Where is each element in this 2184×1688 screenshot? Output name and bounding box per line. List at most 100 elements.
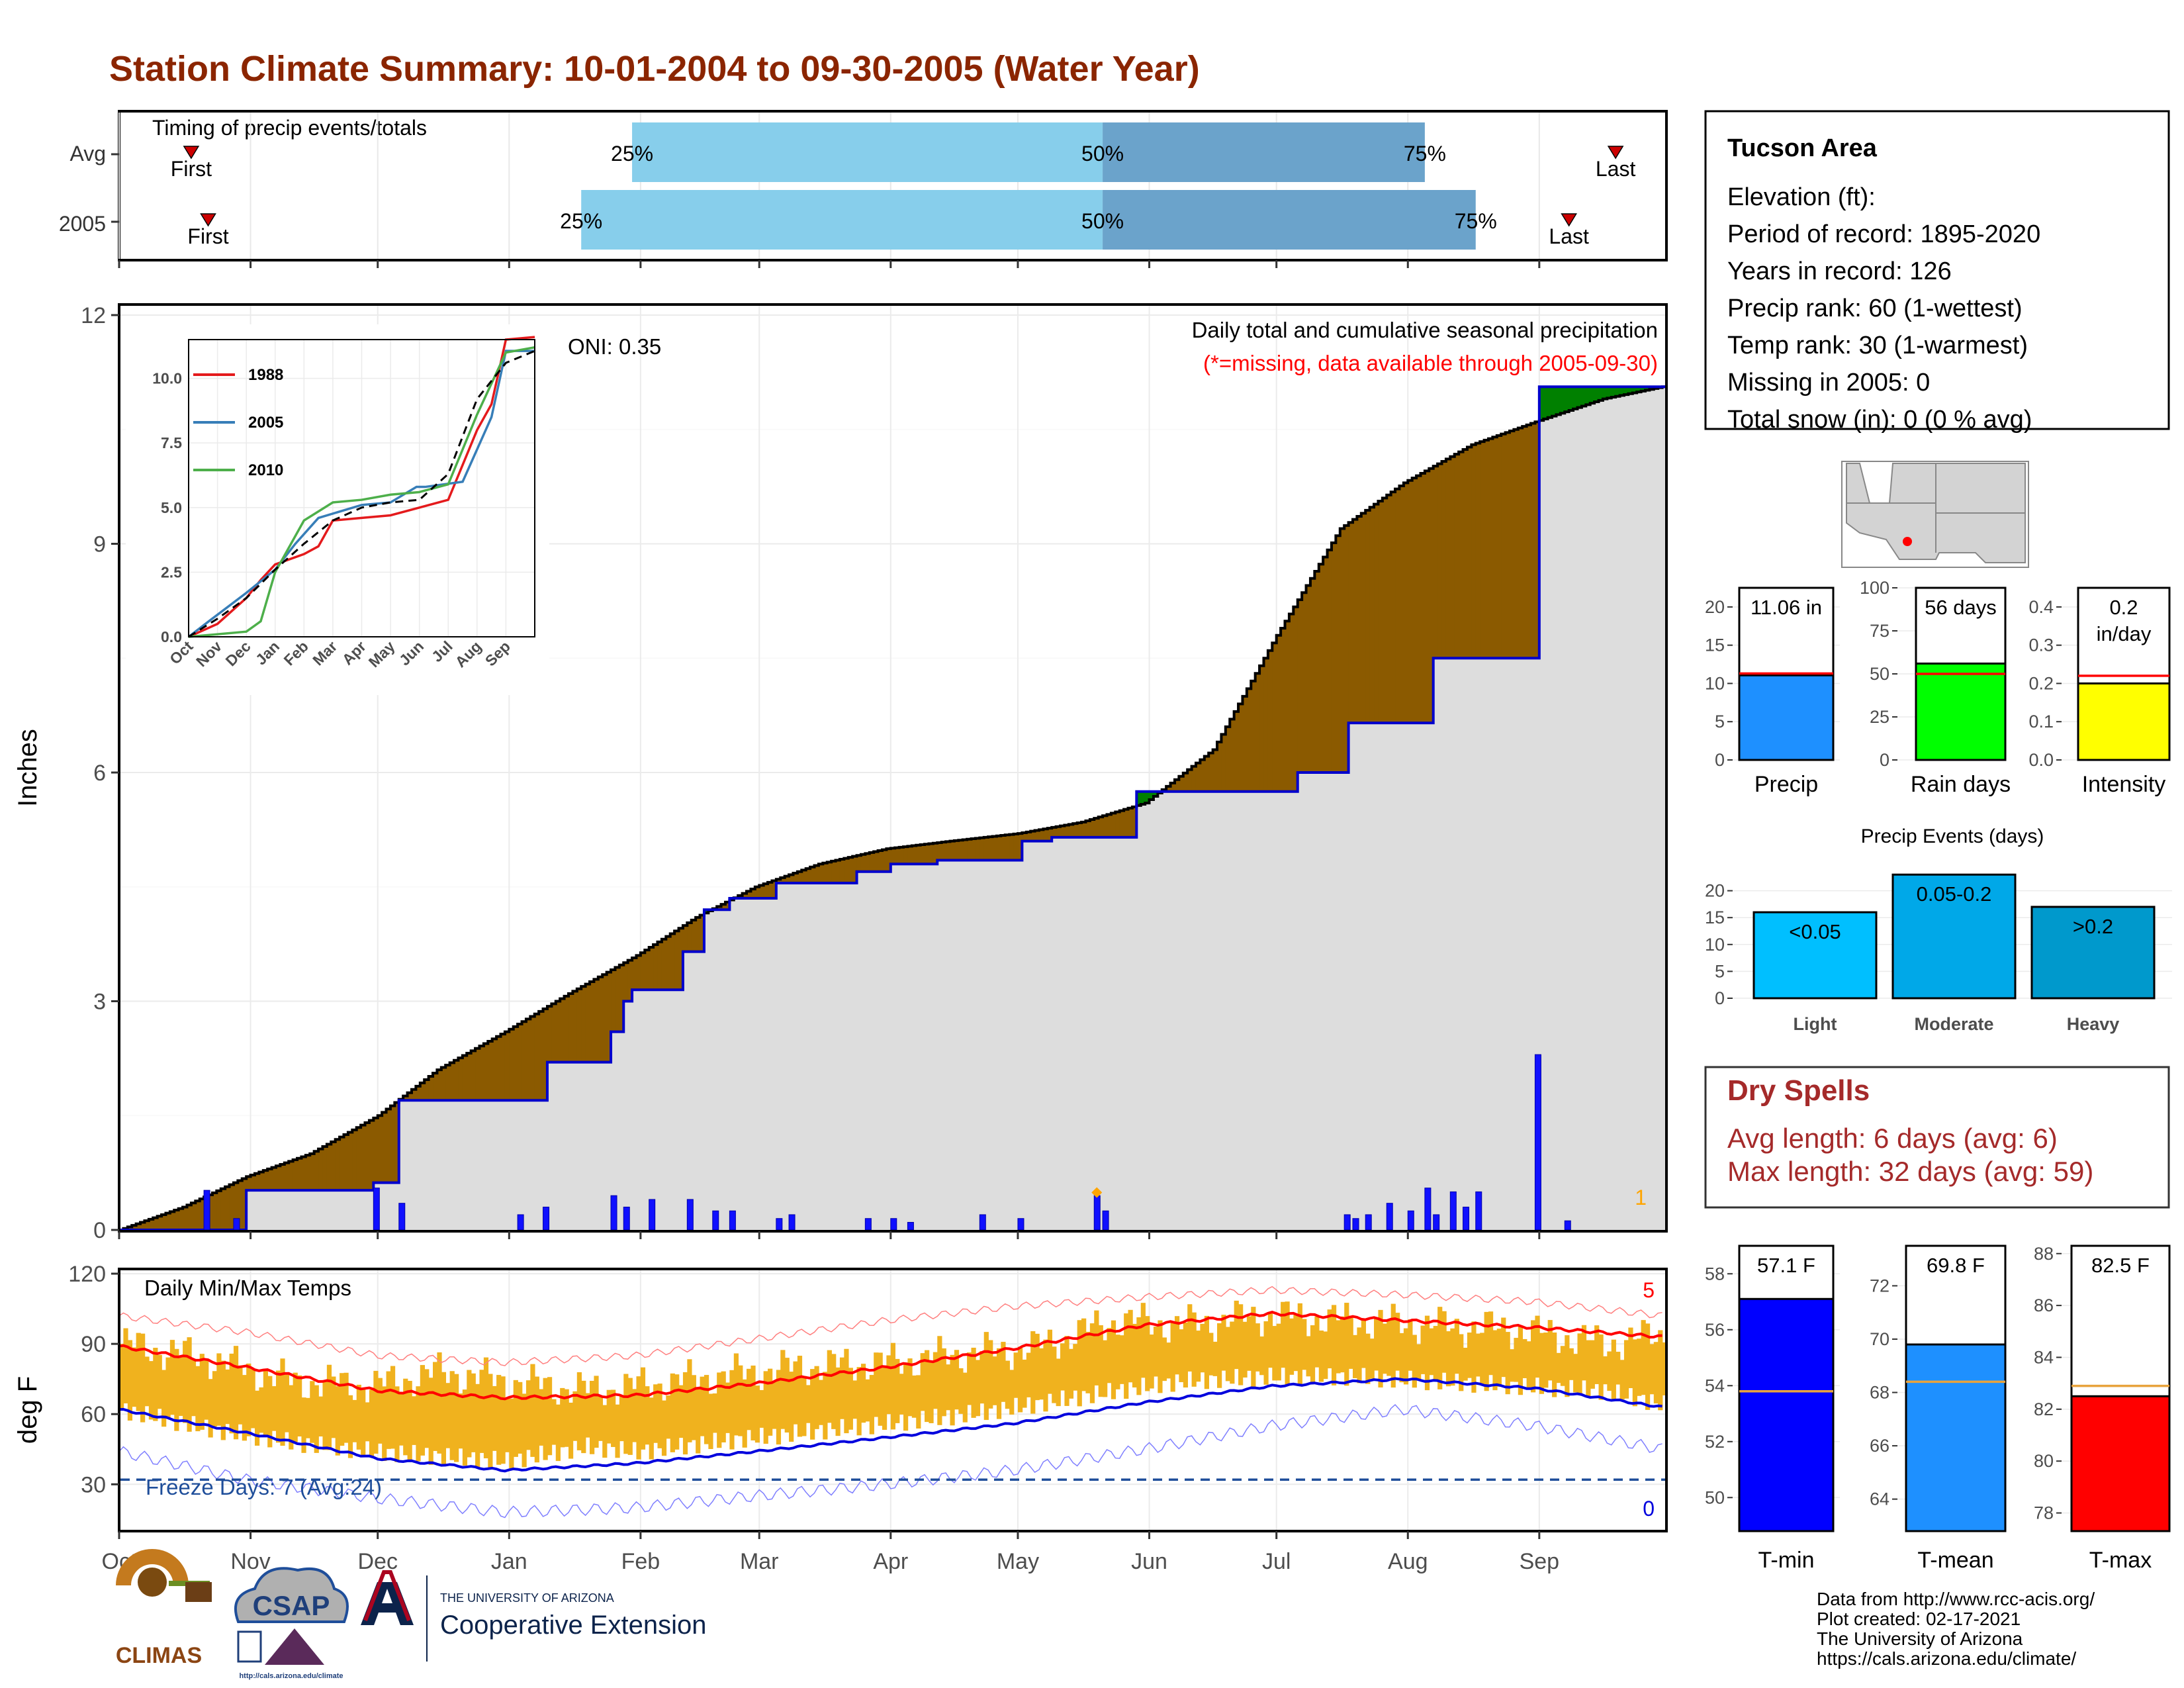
below-avg-fill [560, 998, 565, 1062]
below-avg-fill [1094, 818, 1099, 837]
dry-spells-title: Dry Spells [1727, 1074, 1870, 1107]
below-avg-fill [797, 871, 802, 883]
daily-temp-bar [576, 1372, 582, 1450]
below-avg-fill [263, 1170, 268, 1191]
daily-temp-bar [1145, 1316, 1150, 1391]
below-avg-fill [1331, 542, 1336, 773]
daily-temp-bar [1586, 1340, 1591, 1398]
daily-temp-bar [1615, 1352, 1621, 1385]
daily-temp-bar [1047, 1329, 1053, 1394]
below-avg-fill [1314, 571, 1320, 773]
below-avg-fill [208, 1195, 213, 1230]
daily-temp-bar [191, 1358, 197, 1417]
climas-logo: CLIMAS [116, 1549, 212, 1668]
daily-temp-bar [1234, 1300, 1239, 1370]
daily-temp-bar [326, 1364, 332, 1450]
t-max-y-tick-label: 84 [2034, 1347, 2054, 1367]
daily-temp-bar [1217, 1323, 1222, 1388]
inset-frame [188, 339, 535, 637]
daily-temp-bar [725, 1382, 731, 1433]
daily-temp-bar [352, 1399, 357, 1442]
daily-temp-bar [555, 1404, 561, 1462]
below-avg-fill [1420, 473, 1426, 724]
timing-last-label: Last [1549, 224, 1589, 248]
avg-cumulative-line [119, 385, 1666, 1231]
above-avg-fill [1586, 387, 1591, 405]
month-label: Nov [230, 1549, 270, 1574]
month-label: Jan [491, 1549, 527, 1574]
daily-temp-bar [293, 1372, 298, 1442]
daily-temp-bar [1060, 1343, 1066, 1391]
dry-spells-avg: Avg length: 6 days (avg: 6) [1727, 1123, 2058, 1154]
below-avg-fill [890, 848, 895, 865]
daily-temp-bar [1450, 1328, 1455, 1386]
station-line-missing: Missing in 2005: 0 [1727, 369, 1930, 397]
station-line-period: Period of record: 1895-2020 [1727, 220, 2040, 248]
daily-precip-bar [1093, 1195, 1101, 1231]
daily-temp-bar [1395, 1313, 1400, 1371]
daily-temp-bar [742, 1379, 747, 1448]
below-avg-fill [1437, 463, 1443, 659]
t-mean-value-label: 69.8 F [1927, 1254, 1985, 1277]
daily-temp-bar [1628, 1327, 1633, 1389]
daily-temp-bar [1602, 1356, 1608, 1385]
daily-temp-bar [322, 1381, 328, 1450]
daily-temp-bar [1022, 1359, 1027, 1408]
precip-value-label: 11.06 in [1751, 596, 1822, 619]
daily-temp-bar [216, 1353, 222, 1426]
daily-temp-bar [1445, 1331, 1451, 1387]
daily-temp-bar [1225, 1327, 1231, 1382]
below-avg-fill [1132, 806, 1137, 837]
above-avg-fill [1552, 387, 1557, 416]
below-avg-fill [988, 837, 993, 861]
daily-temp-bar [433, 1362, 438, 1451]
daily-temp-bar [1514, 1338, 1519, 1382]
below-avg-fill [564, 996, 569, 1062]
timing-last-label: Last [1596, 157, 1636, 181]
below-avg-fill [1170, 782, 1175, 792]
daily-temp-bar [882, 1365, 887, 1430]
t-mean-y-tick-label: 70 [1870, 1329, 1889, 1349]
daily-precip-bar [623, 1206, 630, 1231]
daily-temp-bar [772, 1380, 777, 1429]
below-avg-fill [1424, 471, 1430, 724]
daily-temp-bar [975, 1360, 981, 1417]
below-avg-fill [1416, 475, 1422, 724]
below-avg-fill [488, 1041, 493, 1101]
below-avg-fill [696, 917, 701, 952]
daily-temp-bar [1098, 1325, 1103, 1397]
daily-temp-bar [747, 1368, 752, 1430]
daily-temp-bar [1281, 1301, 1286, 1368]
daily-temp-bar [801, 1376, 807, 1436]
below-avg-fill [860, 854, 866, 872]
daily-temp-bar [1221, 1315, 1226, 1371]
daily-temp-bar [539, 1389, 544, 1446]
above-avg-fill [1149, 791, 1154, 800]
missing-count: 1 [1635, 1186, 1647, 1209]
daily-temp-bar [1289, 1318, 1295, 1375]
below-avg-fill [136, 1223, 141, 1230]
daily-temp-bar [585, 1393, 590, 1438]
below-avg-fill [1441, 461, 1447, 659]
daily-temp-bar [623, 1374, 629, 1454]
below-avg-fill [666, 936, 671, 990]
daily-temp-bar [1467, 1333, 1473, 1378]
t-max-y-tick-label: 78 [2034, 1503, 2054, 1523]
precip-y-tick-label: 9 [93, 532, 106, 557]
daily-precip-bar [729, 1210, 736, 1231]
below-avg-fill [1445, 459, 1451, 659]
below-avg-fill [793, 873, 798, 883]
below-avg-fill [225, 1186, 230, 1230]
daily-temp-bar [784, 1358, 790, 1433]
below-avg-fill [1259, 665, 1265, 792]
daily-temp-bar [911, 1375, 917, 1418]
dry-spells-max: Max length: 32 days (avg: 59) [1727, 1156, 2093, 1187]
daily-temp-bar [208, 1379, 213, 1438]
daily-temp-bar [314, 1385, 319, 1453]
t-max-value-label: 82.5 F [2091, 1254, 2150, 1277]
precip-ylabel: Inches [13, 729, 42, 807]
below-avg-fill [1098, 817, 1103, 837]
timing-label-25: 25% [560, 209, 602, 233]
below-avg-fill [411, 1089, 416, 1101]
